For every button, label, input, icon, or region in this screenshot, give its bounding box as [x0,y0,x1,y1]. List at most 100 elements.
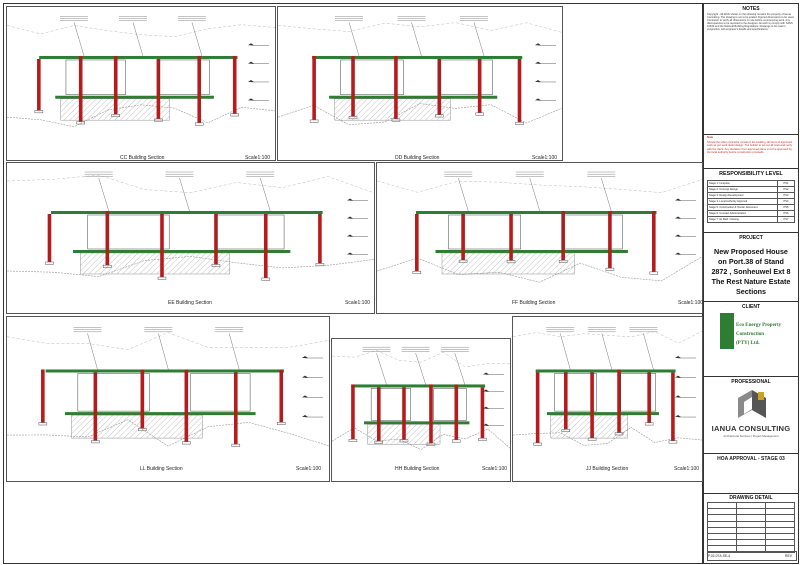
level-arrow [675,395,681,398]
footing [605,267,615,271]
section-drawing-ff [377,171,702,283]
column [480,387,485,439]
table-row: Stage 7: As Built / Closing PS7 [707,216,795,223]
floor-slab [329,95,498,99]
level-arrow [675,356,681,358]
annotation-leader [228,333,240,370]
level-arrow [248,98,254,101]
drawing-detail-heading: DRAWING DETAIL [729,495,773,501]
note-body: Should the other contractor construct th… [707,141,793,154]
column [509,214,513,261]
level-arrow [483,389,489,392]
column [37,58,41,111]
footing [211,264,221,268]
section-panel-jj [512,316,703,482]
footing [315,263,325,267]
column [563,372,568,430]
annotation-leader [643,333,654,370]
section-drawing-hh [332,346,510,450]
column [279,369,284,423]
wall-outline [87,214,170,250]
wall-outline [620,373,656,412]
footing [309,119,319,123]
footing [458,259,468,263]
footing [76,121,85,125]
wall-outline [370,388,411,421]
floor-slab [364,421,470,425]
divider [704,232,798,233]
section-panel-hh [331,338,511,482]
footing [45,261,54,265]
client-logo: Eco Energy Property Construction (PTY) L… [720,313,790,373]
column [652,211,656,272]
footing [348,438,358,442]
footing [452,439,461,443]
annotation-leader [132,22,144,57]
project-heading: PROJECT [739,235,763,241]
annotation-leader [179,177,190,212]
footing [138,428,147,432]
section-caption-ff: FF Building Section [512,300,556,306]
footing [475,112,484,116]
drawing-detail-table [707,501,795,553]
level-arrow [248,79,254,82]
floor-slab [435,250,628,253]
notes-heading: NOTES [742,6,760,12]
wall-outline [77,373,150,412]
wall-outline [340,59,404,95]
divider [704,134,798,135]
level-arrow [248,43,254,46]
column [454,384,459,440]
footing [91,440,100,444]
section-drawing-ee [7,171,374,281]
section-drawing-dd [278,16,562,126]
annotation-leader [87,333,98,370]
footing [34,110,44,114]
note-heading: Note [707,136,713,139]
column [402,387,406,440]
column [140,369,145,429]
column [113,55,118,115]
column [351,384,355,440]
professional-heading: PROFESSIONAL [731,379,771,385]
responsibility-heading: RESPONSIBILITY LEVEL [719,171,783,177]
natural-ground-outline [278,22,562,33]
natural-ground-outline [7,174,374,194]
column [415,214,419,272]
client-name-line: Eco Energy Property [736,323,782,328]
client-name-line: Construction [736,332,765,337]
column [263,214,268,278]
column [232,55,237,114]
wall-outline [448,214,521,250]
wall-outline [65,59,126,95]
roof-slab [51,211,323,214]
level-arrow [535,98,541,101]
ground-line [377,256,702,283]
section-caption-jj: JJ Building Section [586,466,629,472]
level-arrow [675,375,681,378]
wall-outline [433,388,467,421]
footing [277,422,286,425]
wall-outline [439,59,493,95]
level-arrow [675,252,681,255]
consultant-logo-icon [738,390,766,418]
level-arrow [483,423,489,426]
responsibility-table: Stage 1: Inception PS1 Stage 2: Concept D… [707,180,795,223]
section-scale-ff: Scale1:100 [678,300,704,306]
column [671,372,675,441]
section-panel-ff [376,162,703,314]
section-panel-ll [6,316,330,482]
column [160,214,164,278]
footing [182,441,191,445]
level-arrow [675,216,681,219]
annotation-leader [601,333,613,370]
drawing-number-row: P.02-07A.SE-4 REV [707,551,797,561]
footing [38,422,48,426]
client-name-line: (PTY) Ltd. [736,341,760,346]
annotation-leader [348,22,360,57]
annotation-leader [560,333,571,370]
section-scale-dd: Scale1:100 [532,155,558,161]
column [197,55,202,123]
column [477,58,482,113]
annotation-leader [473,22,485,57]
